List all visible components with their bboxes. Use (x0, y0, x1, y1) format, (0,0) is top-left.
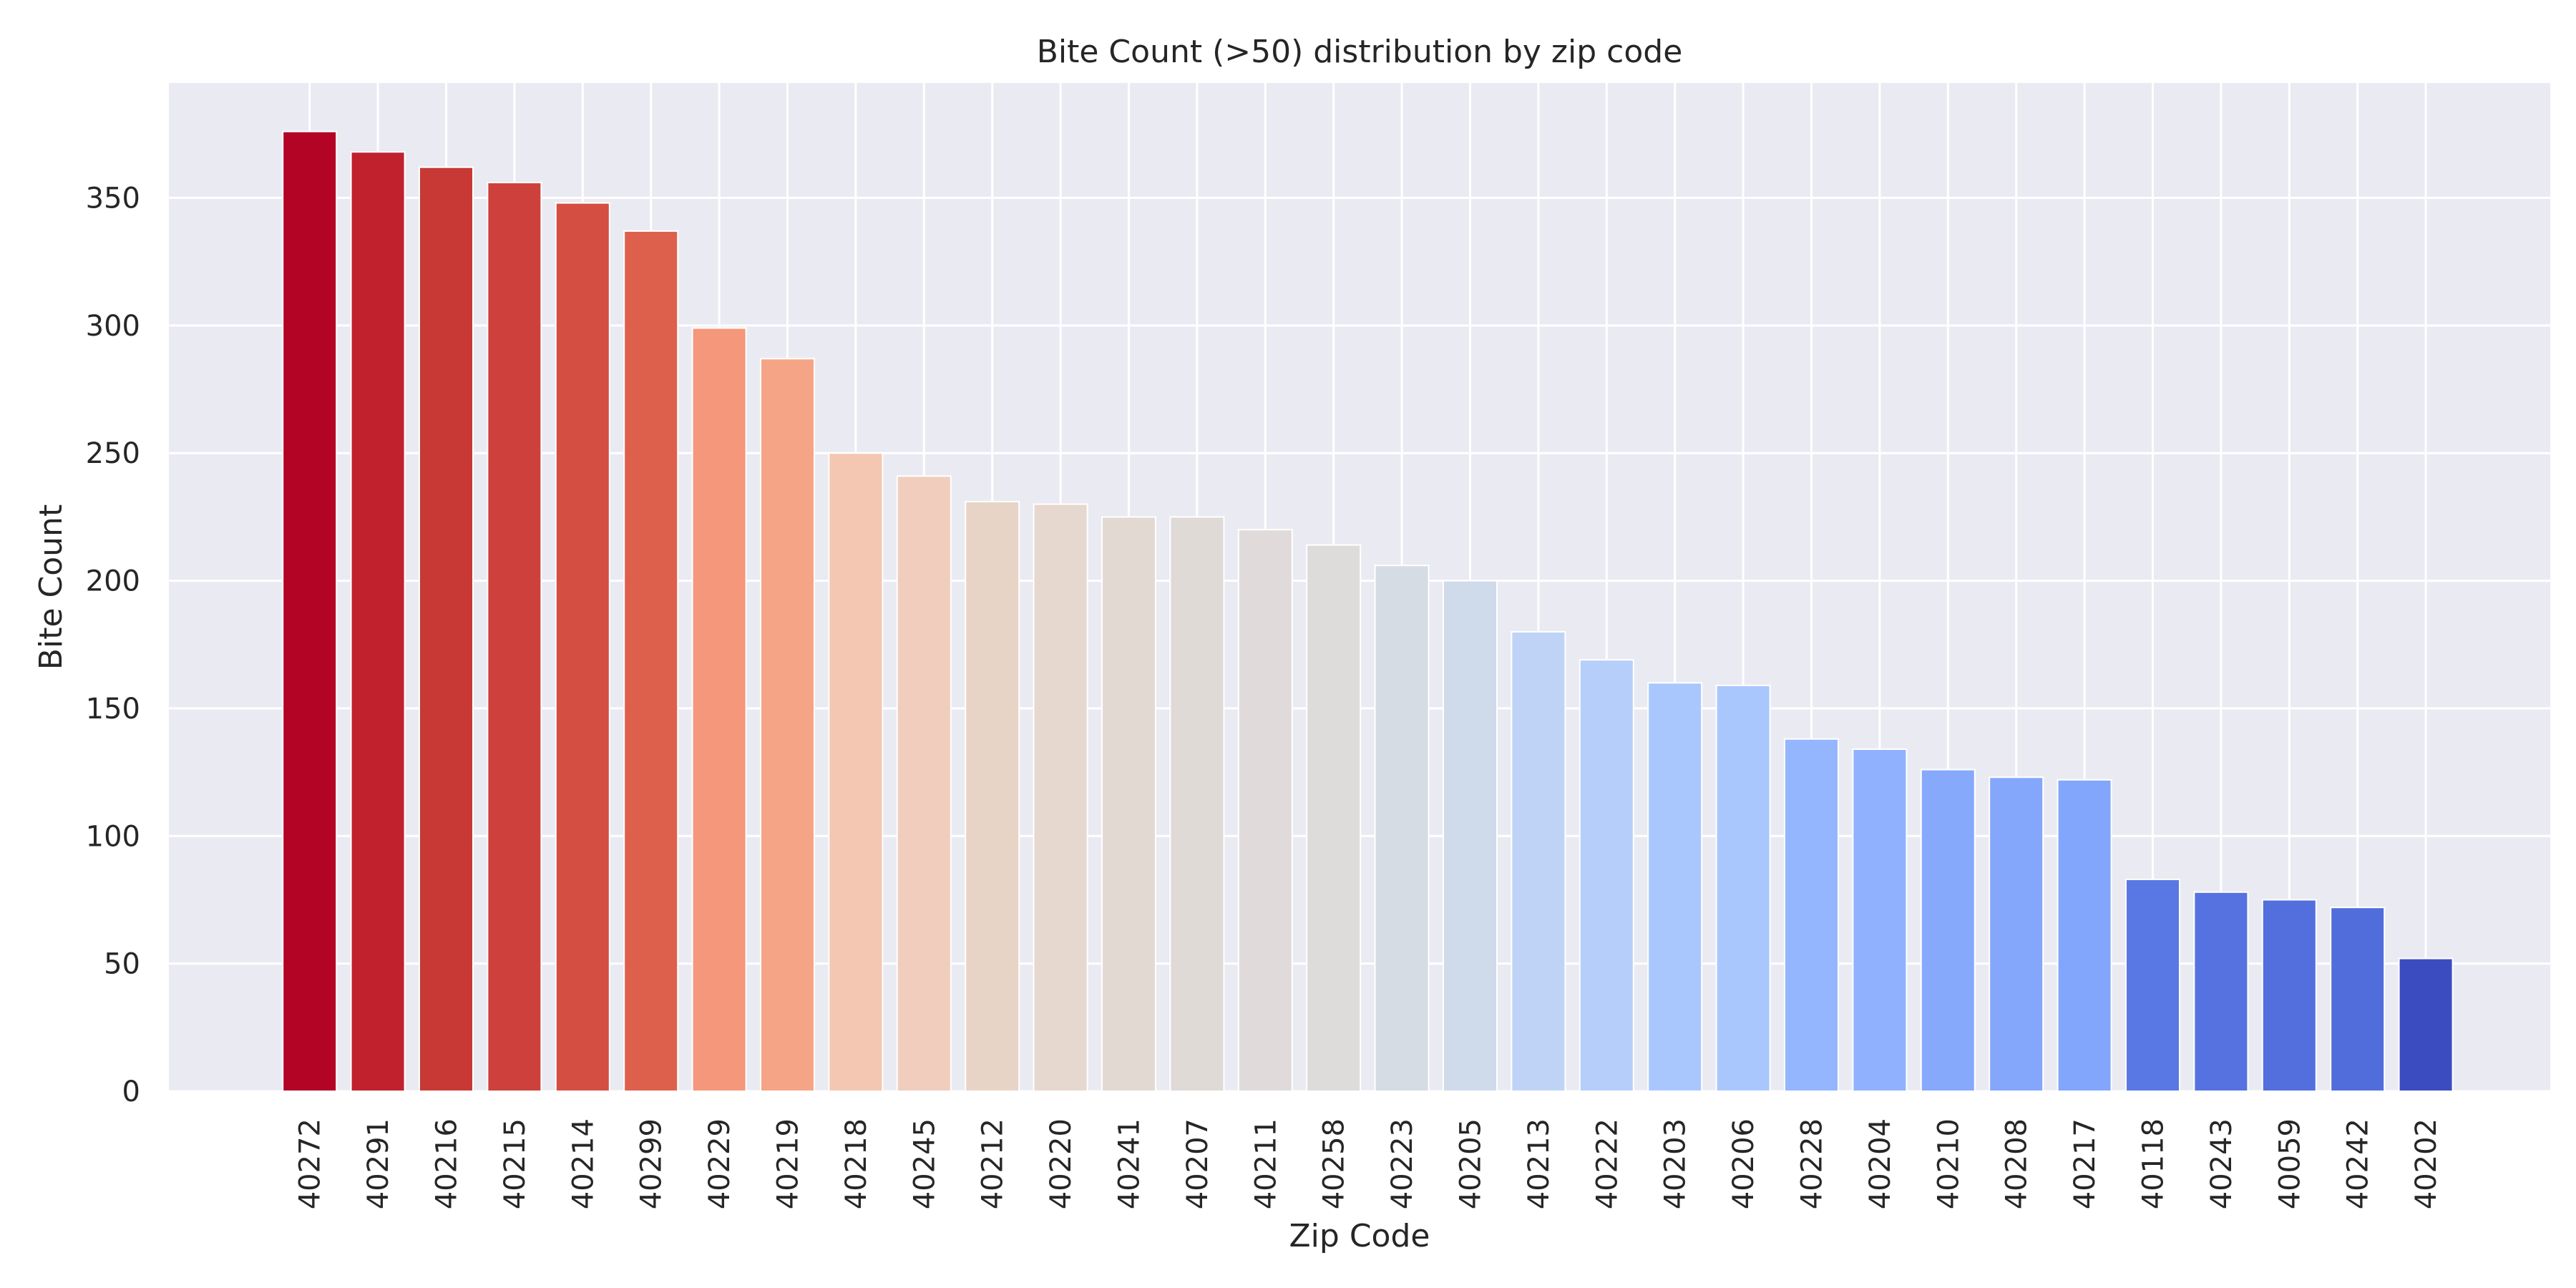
x-tick-label: 40212 (977, 1118, 1010, 1209)
bar-40229 (691, 327, 747, 1092)
bar-40299 (623, 230, 679, 1093)
bar-40219 (760, 358, 815, 1093)
x-tick-label: 40213 (1523, 1118, 1556, 1209)
x-tick-label: 40206 (1727, 1118, 1760, 1209)
bar-40212 (965, 501, 1020, 1092)
x-tick-label: 40118 (2137, 1118, 2170, 1209)
bar-40291 (350, 151, 406, 1092)
bar-40203 (1647, 682, 1703, 1092)
x-tick-label: 40203 (1659, 1118, 1692, 1209)
y-tick-label: 200 (86, 565, 140, 598)
x-tick-label: 40291 (362, 1118, 395, 1209)
x-tick-label: 40059 (2273, 1118, 2306, 1209)
bar-40242 (2330, 907, 2386, 1093)
bar-40258 (1306, 544, 1362, 1092)
x-tick-label: 40215 (499, 1118, 532, 1209)
bar-40206 (1715, 684, 1771, 1092)
y-tick-label: 50 (104, 948, 140, 981)
bars (282, 130, 2454, 1093)
bar-40245 (896, 475, 952, 1092)
x-tick-label: 40258 (1318, 1118, 1351, 1209)
bar-40222 (1579, 659, 1634, 1092)
bar-40241 (1101, 516, 1156, 1092)
x-tick-label: 40214 (567, 1118, 600, 1209)
x-tick-label: 40202 (2410, 1118, 2443, 1209)
x-tick-label: 40272 (294, 1118, 327, 1209)
x-tick-label: 40242 (2342, 1118, 2375, 1209)
chart-title: Bite Count (>50) distribution by zip cod… (1037, 34, 1683, 70)
bar-40208 (1989, 776, 2044, 1092)
bar-40207 (1169, 516, 1225, 1092)
y-tick-label: 350 (86, 182, 140, 215)
bar-40118 (2125, 878, 2180, 1092)
bar-40216 (419, 166, 474, 1093)
x-tick-label: 40204 (1864, 1118, 1897, 1209)
bar-40205 (1443, 580, 1498, 1092)
y-tick-label: 0 (122, 1075, 140, 1108)
x-tick-label: 40222 (1591, 1118, 1624, 1209)
x-tick-label: 40220 (1045, 1118, 1078, 1209)
x-tick-label: 40205 (1455, 1118, 1488, 1209)
y-tick-label: 300 (86, 310, 140, 343)
bar-40204 (1852, 748, 1908, 1092)
x-tick-label: 40241 (1113, 1118, 1146, 1209)
x-tick-label: 40218 (840, 1118, 873, 1209)
x-tick-label: 40223 (1386, 1118, 1419, 1209)
x-tick-label: 40211 (1249, 1118, 1282, 1209)
y-axis-label: Bite Count (33, 504, 69, 670)
bar-40217 (2057, 779, 2112, 1092)
bar-40213 (1511, 630, 1566, 1092)
bar-40210 (1920, 769, 1976, 1093)
x-tick-label: 40299 (635, 1118, 668, 1209)
bar-40211 (1237, 529, 1293, 1092)
x-tick-label: 40217 (2069, 1118, 2102, 1209)
bar-40215 (487, 182, 542, 1092)
x-tick-label: 40210 (1932, 1118, 1965, 1209)
bar-40228 (1784, 738, 1839, 1093)
bar-40202 (2398, 957, 2454, 1092)
x-tick-label: 40243 (2205, 1118, 2238, 1209)
x-tick-label: 40207 (1181, 1118, 1214, 1209)
x-tick-label: 40229 (703, 1118, 736, 1209)
x-tick-label: 40208 (2001, 1118, 2034, 1209)
bar-40059 (2261, 899, 2317, 1093)
bar-40220 (1033, 503, 1088, 1092)
y-tick-label: 100 (86, 820, 140, 853)
bar-40214 (555, 202, 610, 1092)
x-axis-label: Zip Code (1289, 1218, 1430, 1254)
x-tick-label: 40219 (772, 1118, 805, 1209)
bar-40218 (828, 452, 884, 1092)
y-tick-label: 150 (86, 693, 140, 726)
x-tick-label: 40228 (1796, 1118, 1829, 1209)
x-tick-label: 40216 (431, 1118, 464, 1209)
y-tick-label: 250 (86, 437, 140, 470)
x-axis-ticks: 40272 40291 40216 40215 40214 40299 40229 40219… (294, 1118, 2443, 1209)
x-tick-label: 40245 (908, 1118, 941, 1209)
y-axis-ticks: 0 50 100 150 200 250 300 350 (86, 182, 140, 1108)
bar-40243 (2193, 891, 2249, 1092)
bar-40272 (282, 130, 338, 1093)
bar-40223 (1374, 565, 1430, 1092)
